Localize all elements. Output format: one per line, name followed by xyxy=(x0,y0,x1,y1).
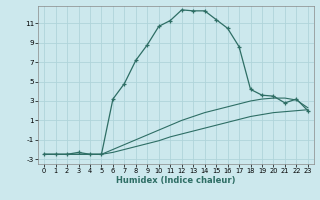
X-axis label: Humidex (Indice chaleur): Humidex (Indice chaleur) xyxy=(116,176,236,185)
